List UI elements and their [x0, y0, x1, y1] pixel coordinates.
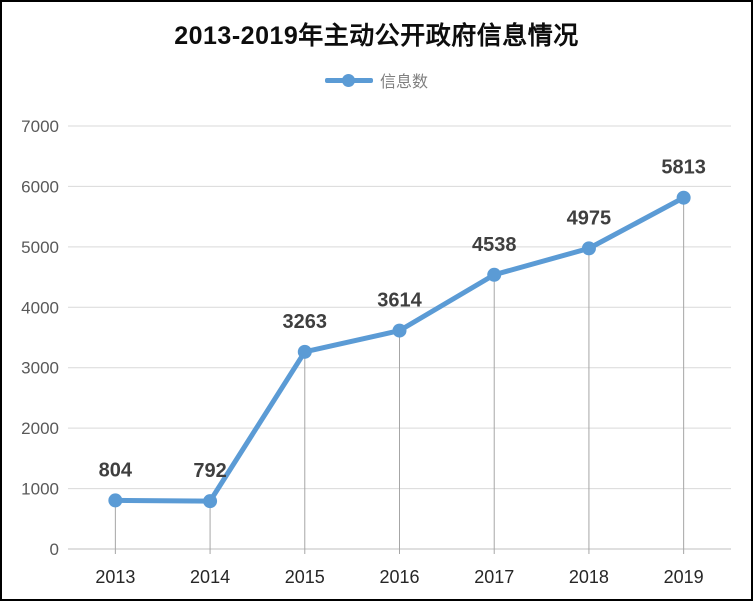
data-label-2014: 792 — [193, 460, 226, 482]
data-point-2013 — [108, 493, 123, 508]
x-tick-label-2015: 2015 — [285, 567, 325, 587]
x-tick-label-2016: 2016 — [379, 567, 419, 587]
data-point-2019 — [676, 190, 691, 205]
data-label-2019: 5813 — [661, 157, 706, 179]
y-tick-label-7000: 7000 — [21, 117, 59, 136]
data-point-2014 — [203, 494, 218, 509]
legend-series-label: 信息数 — [379, 74, 428, 91]
data-point-2017 — [487, 267, 502, 282]
data-label-2015: 3263 — [283, 311, 328, 333]
data-label-2017: 4538 — [472, 234, 517, 256]
y-tick-label-5000: 5000 — [21, 238, 59, 257]
data-point-2016 — [392, 323, 407, 338]
y-tick-label-1000: 1000 — [21, 480, 59, 499]
data-label-2016: 3614 — [377, 290, 422, 312]
data-point-2018 — [581, 241, 596, 256]
chart-legend: 信息数 — [2, 68, 751, 92]
y-tick-label-2000: 2000 — [21, 419, 59, 438]
y-tick-label-4000: 4000 — [21, 298, 59, 317]
legend-dot-icon — [342, 73, 356, 87]
x-tick-label-2019: 2019 — [664, 567, 704, 587]
chart-title: 2013-2019年主动公开政府信息情况 — [174, 22, 579, 50]
x-tick-label-2013: 2013 — [95, 567, 135, 587]
data-point-2015 — [297, 344, 312, 359]
data-label-2013: 804 — [99, 459, 133, 481]
x-tick-label-2017: 2017 — [474, 567, 514, 587]
y-tick-label-3000: 3000 — [21, 359, 59, 378]
data-label-2018: 4975 — [567, 207, 612, 229]
x-tick-label-2014: 2014 — [190, 567, 230, 587]
y-tick-label-0: 0 — [50, 540, 59, 559]
x-tick-label-2018: 2018 — [569, 567, 609, 587]
y-tick-label-6000: 6000 — [21, 177, 59, 196]
legend-line-marker-icon — [324, 73, 373, 87]
